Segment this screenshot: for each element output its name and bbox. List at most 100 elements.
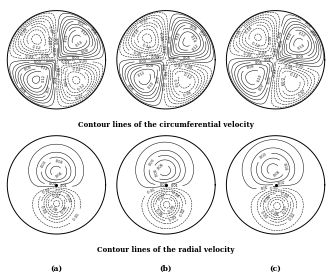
Text: 0.14: 0.14 xyxy=(297,43,306,51)
Text: 0.10: 0.10 xyxy=(147,81,155,90)
Text: -0.08: -0.08 xyxy=(270,208,280,217)
Text: 0.02: 0.02 xyxy=(277,181,286,186)
Text: -0.01: -0.01 xyxy=(147,187,157,195)
Text: 0.09: 0.09 xyxy=(81,48,90,55)
Text: -0.12: -0.12 xyxy=(250,41,260,49)
Text: -0.05: -0.05 xyxy=(235,29,243,38)
Text: -0.01: -0.01 xyxy=(294,63,304,69)
Text: -0.09: -0.09 xyxy=(269,34,273,44)
Text: (c): (c) xyxy=(270,264,282,272)
Text: 0.10: 0.10 xyxy=(286,32,293,41)
Text: 0.02: 0.02 xyxy=(49,182,57,187)
Circle shape xyxy=(117,11,215,109)
Circle shape xyxy=(226,11,325,109)
Text: -0.05: -0.05 xyxy=(57,66,62,75)
Circle shape xyxy=(226,136,325,234)
Text: -0.10: -0.10 xyxy=(45,36,50,46)
Text: 0.05: 0.05 xyxy=(183,56,191,60)
Text: 0.10: 0.10 xyxy=(175,31,182,40)
Text: -0.03: -0.03 xyxy=(25,54,35,59)
Text: Contour lines of the circumferential velocity: Contour lines of the circumferential vel… xyxy=(78,121,254,129)
Circle shape xyxy=(117,136,215,234)
Text: (b): (b) xyxy=(160,264,172,272)
Text: 0.07: 0.07 xyxy=(46,84,52,93)
Text: 0.01: 0.01 xyxy=(278,30,283,39)
Text: -0.07: -0.07 xyxy=(139,18,149,25)
Text: 0.03: 0.03 xyxy=(167,35,172,43)
Text: 0.01: 0.01 xyxy=(55,36,59,44)
Text: 0.09: 0.09 xyxy=(247,65,255,70)
Text: 0.03: 0.03 xyxy=(34,60,42,64)
Text: 0.03: 0.03 xyxy=(303,21,312,29)
Text: -0.04: -0.04 xyxy=(64,193,72,203)
Text: 0.01: 0.01 xyxy=(170,184,178,188)
Text: (a): (a) xyxy=(50,264,62,272)
Text: -0.01: -0.01 xyxy=(72,212,81,222)
Text: -0.07: -0.07 xyxy=(46,25,53,35)
Text: -0.03: -0.03 xyxy=(169,215,179,223)
Text: 0.10: 0.10 xyxy=(257,74,263,82)
Text: -0.10: -0.10 xyxy=(289,72,299,80)
Text: 0.12: 0.12 xyxy=(79,29,87,38)
Text: 0.06: 0.06 xyxy=(156,163,165,171)
Circle shape xyxy=(7,11,106,109)
Text: 0.04: 0.04 xyxy=(54,159,63,165)
Text: 0.04: 0.04 xyxy=(282,162,287,171)
Text: -0.09: -0.09 xyxy=(61,78,66,87)
Text: -0.10: -0.10 xyxy=(245,25,254,34)
Text: 0.03: 0.03 xyxy=(40,160,47,168)
Text: -0.07: -0.07 xyxy=(74,93,84,100)
Text: -0.12: -0.12 xyxy=(141,43,151,50)
Text: -0.04: -0.04 xyxy=(280,191,290,199)
Text: -0.02: -0.02 xyxy=(42,187,52,195)
Text: 0.03: 0.03 xyxy=(71,56,79,60)
Text: 0.05: 0.05 xyxy=(255,61,263,65)
Text: 0.12: 0.12 xyxy=(191,43,200,51)
Text: -0.10: -0.10 xyxy=(172,78,178,88)
Text: 0.09: 0.09 xyxy=(24,65,32,72)
Text: -0.12: -0.12 xyxy=(32,45,41,51)
Text: -0.04: -0.04 xyxy=(170,191,180,199)
Text: -0.08: -0.08 xyxy=(167,204,176,214)
Text: -0.03: -0.03 xyxy=(61,60,70,64)
Text: -0.12: -0.12 xyxy=(182,73,192,81)
Text: -0.01: -0.01 xyxy=(269,186,279,191)
Text: -0.03: -0.03 xyxy=(151,55,160,59)
Text: 0.03: 0.03 xyxy=(259,152,268,160)
Text: 0.03: 0.03 xyxy=(148,158,156,167)
Text: 0.01: 0.01 xyxy=(261,185,269,190)
Text: -0.01: -0.01 xyxy=(164,44,168,54)
Text: -0.07: -0.07 xyxy=(282,205,289,215)
Text: 0.06: 0.06 xyxy=(55,171,64,179)
Text: -0.07: -0.07 xyxy=(52,193,61,198)
Text: -0.05: -0.05 xyxy=(41,54,50,58)
Text: -0.03: -0.03 xyxy=(39,205,46,214)
Text: 0.05: 0.05 xyxy=(89,27,96,36)
Text: -0.09: -0.09 xyxy=(157,32,163,41)
Text: -0.03: -0.03 xyxy=(273,67,279,77)
Text: 0.07: 0.07 xyxy=(308,29,315,38)
Text: 0.12: 0.12 xyxy=(137,70,146,78)
Text: 0.14: 0.14 xyxy=(189,34,196,43)
Text: 0.01: 0.01 xyxy=(53,75,57,83)
Text: 0.10: 0.10 xyxy=(39,66,48,72)
Text: 0.07: 0.07 xyxy=(258,83,266,92)
Text: 0.02: 0.02 xyxy=(160,182,168,187)
Text: 0.12: 0.12 xyxy=(42,74,46,82)
Text: -0.09: -0.09 xyxy=(20,27,29,36)
Text: -0.08: -0.08 xyxy=(48,205,58,213)
Text: -0.02: -0.02 xyxy=(180,208,187,218)
Text: -0.01: -0.01 xyxy=(79,59,89,63)
Text: -0.07: -0.07 xyxy=(297,89,307,98)
Text: 0.09: 0.09 xyxy=(189,24,198,31)
Text: -0.07: -0.07 xyxy=(157,193,167,202)
Text: 0.07: 0.07 xyxy=(198,30,206,38)
Text: 0.01: 0.01 xyxy=(60,184,68,188)
Text: 0.03: 0.03 xyxy=(267,76,272,84)
Text: 0.12: 0.12 xyxy=(297,31,306,38)
Text: 0.01: 0.01 xyxy=(264,58,272,62)
Text: 0.06: 0.06 xyxy=(273,169,281,177)
Text: -0.05: -0.05 xyxy=(184,64,194,70)
Text: -0.12: -0.12 xyxy=(77,82,87,91)
Text: -0.09: -0.09 xyxy=(183,91,193,98)
